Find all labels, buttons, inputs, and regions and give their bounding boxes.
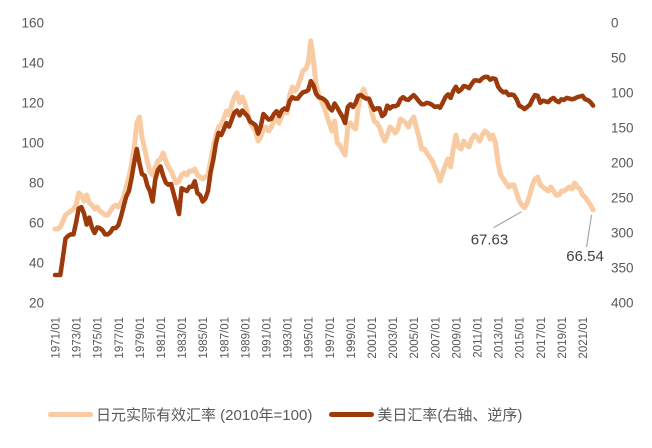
right-axis-tick-label: 350	[611, 261, 634, 276]
x-axis-tick-label: 1981/01	[156, 317, 168, 359]
left-axis-tick-label: 80	[29, 176, 44, 191]
right-axis-tick-label: 250	[611, 191, 634, 206]
x-axis-tick-label: 1979/01	[135, 317, 147, 359]
x-axis-tick-label: 2005/01	[409, 317, 421, 359]
left-axis-tick-label: 120	[21, 96, 44, 111]
left-axis-tick-label: 60	[29, 216, 44, 231]
right-axis-tick-label: 200	[611, 156, 634, 171]
x-axis-tick-label: 1993/01	[283, 317, 295, 359]
x-axis-tick-label: 1999/01	[346, 317, 358, 359]
right-axis-tick-label: 50	[611, 51, 626, 66]
legend-label-usdjpy: 美日汇率(右轴、逆序)	[377, 407, 523, 424]
annotation-leader-line	[493, 211, 522, 229]
legend-item-reer: 日元实际有效汇率 (2010年=100)	[48, 404, 312, 425]
usdjpy-line	[52, 74, 596, 278]
x-axis-tick-label: 2015/01	[515, 317, 527, 359]
x-axis-tick-label: 1975/01	[93, 317, 105, 359]
x-axis-tick-label: 2021/01	[578, 317, 590, 359]
x-axis-tick-label: 2011/01	[473, 317, 485, 358]
left-axis-tick-label: 160	[21, 16, 44, 31]
reer-line	[52, 38, 596, 232]
x-axis-tick-label: 2017/01	[536, 317, 548, 359]
legend-swatch-usdjpy	[329, 412, 375, 417]
right-axis-tick-label: 0	[611, 16, 619, 31]
legend-item-usdjpy: 美日汇率(右轴、逆序)	[329, 404, 522, 425]
x-axis-tick-label: 2009/01	[451, 317, 463, 359]
x-axis-tick-label: 1989/01	[240, 317, 252, 359]
right-axis-tick-label: 150	[611, 121, 634, 136]
x-axis-tick-label: 1971/01	[51, 317, 63, 359]
left-axis-tick-label: 100	[21, 136, 44, 151]
legend: 日元实际有效汇率 (2010年=100) 美日汇率(右轴、逆序)	[48, 404, 522, 425]
x-axis-tick-label: 2019/01	[557, 317, 569, 359]
x-axis-tick-label: 2003/01	[388, 317, 400, 359]
legend-swatch-reer	[48, 412, 93, 417]
x-axis-tick-label: 1991/01	[262, 317, 274, 359]
left-axis-tick-label: 20	[29, 296, 44, 311]
legend-label-reer: 日元实际有效汇率 (2010年=100)	[96, 407, 313, 424]
x-axis-tick-label: 1997/01	[325, 317, 337, 359]
x-axis-tick-label: 2001/01	[367, 317, 379, 359]
x-axis-tick-label: 1973/01	[72, 317, 84, 359]
x-axis-tick-label: 1995/01	[304, 317, 316, 359]
x-axis-tick-label: 1985/01	[198, 317, 210, 359]
annotation-label: 66.54	[566, 248, 604, 265]
x-axis-tick-label: 1987/01	[219, 317, 231, 359]
left-axis-tick-label: 40	[29, 256, 44, 271]
x-axis-tick-label: 1977/01	[114, 317, 126, 359]
x-axis-tick-label: 2007/01	[430, 317, 442, 359]
x-axis-tick-label: 2013/01	[494, 317, 506, 359]
right-axis-tick-label: 400	[611, 296, 634, 311]
x-axis-tick-label: 1983/01	[177, 317, 189, 359]
left-axis-tick-label: 140	[21, 56, 44, 71]
annotation-label: 67.63	[471, 232, 509, 249]
right-axis-tick-label: 100	[611, 86, 634, 101]
right-axis-tick-label: 300	[611, 226, 634, 241]
annotation-leader-line	[585, 214, 593, 248]
